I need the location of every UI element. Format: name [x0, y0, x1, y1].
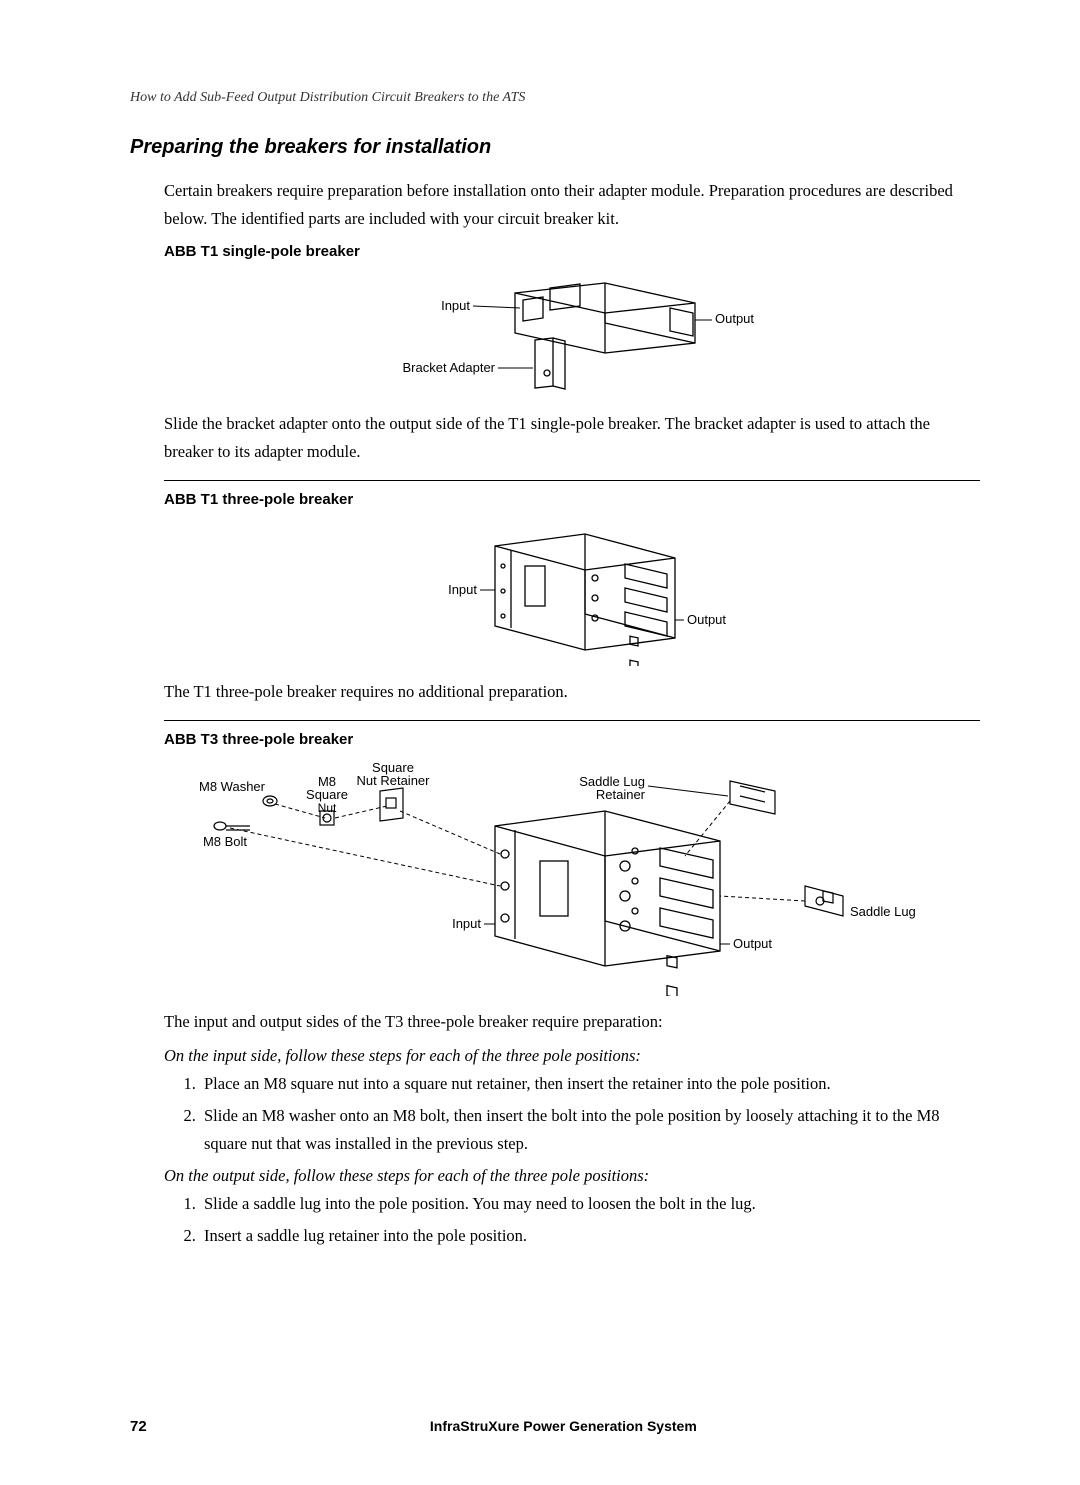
- label-output: Output: [687, 612, 726, 627]
- section-title: Preparing the breakers for installation: [130, 136, 980, 159]
- divider: [164, 720, 980, 721]
- label-input: Input: [441, 298, 470, 313]
- t1-three-diagram: Input Output: [295, 516, 815, 666]
- footer-title: InfraStruXure Power Generation System: [430, 1418, 697, 1434]
- label-m8nut-3: Nut: [318, 801, 337, 815]
- t3-three-heading: ABB T3 three-pole breaker: [164, 731, 980, 748]
- label-bracket: Bracket Adapter: [403, 360, 496, 375]
- t3-three-diagram: M8 Washer M8 Bolt M8 Square Nut Square N…: [165, 756, 945, 996]
- label-retainer-2: Nut Retainer: [357, 773, 431, 788]
- t3-three-text: The input and output sides of the T3 thr…: [164, 1008, 980, 1036]
- t1-three-text: The T1 three-pole breaker requires no ad…: [164, 678, 980, 706]
- t1-three-heading: ABB T1 three-pole breaker: [164, 491, 980, 508]
- label-saddle-ret-2: Retainer: [596, 787, 646, 802]
- label-output: Output: [715, 311, 754, 326]
- input-steps-list: Place an M8 square nut into a square nut…: [200, 1070, 980, 1158]
- label-saddle: Saddle Lug: [850, 904, 916, 919]
- input-lead: On the input side, follow these steps fo…: [164, 1046, 980, 1066]
- label-input: Input: [448, 582, 477, 597]
- divider: [164, 480, 980, 481]
- output-step: Slide a saddle lug into the pole positio…: [200, 1190, 980, 1218]
- t1-single-heading: ABB T1 single-pole breaker: [164, 243, 980, 260]
- label-m8nut-2: Square: [306, 787, 348, 802]
- input-step: Slide an M8 washer onto an M8 bolt, then…: [200, 1102, 980, 1158]
- input-step: Place an M8 square nut into a square nut…: [200, 1070, 980, 1098]
- footer: 72 InfraStruXure Power Generation System: [130, 1418, 980, 1435]
- intro-paragraph: Certain breakers require preparation bef…: [164, 177, 980, 233]
- output-step: Insert a saddle lug retainer into the po…: [200, 1222, 980, 1250]
- running-header: How to Add Sub-Feed Output Distribution …: [130, 90, 980, 106]
- page-number: 72: [130, 1418, 147, 1435]
- label-m8washer: M8 Washer: [199, 779, 266, 794]
- output-steps-list: Slide a saddle lug into the pole positio…: [200, 1190, 980, 1250]
- output-lead: On the output side, follow these steps f…: [164, 1166, 980, 1186]
- t1-single-diagram: Input Output Bracket Adapter: [295, 268, 815, 398]
- label-input: Input: [452, 916, 481, 931]
- t1-single-text: Slide the bracket adapter onto the outpu…: [164, 410, 980, 466]
- label-output: Output: [733, 936, 772, 951]
- label-m8bolt: M8 Bolt: [203, 834, 247, 849]
